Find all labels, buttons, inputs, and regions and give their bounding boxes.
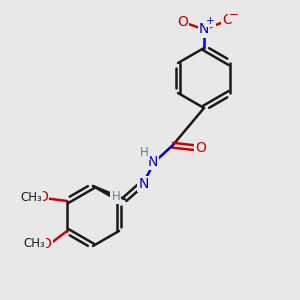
Text: N: N	[199, 22, 209, 36]
Text: O: O	[195, 141, 206, 154]
Text: −: −	[229, 8, 239, 21]
Text: H: H	[111, 190, 120, 203]
Text: O: O	[222, 14, 233, 27]
Text: O: O	[40, 237, 52, 251]
Text: CH₃: CH₃	[24, 237, 46, 250]
Text: O: O	[177, 15, 188, 28]
Text: +: +	[206, 16, 215, 26]
Text: H: H	[140, 146, 149, 159]
Text: N: N	[147, 155, 158, 169]
Text: CH₃: CH₃	[20, 190, 42, 204]
Text: O: O	[37, 190, 48, 204]
Text: N: N	[138, 177, 148, 191]
